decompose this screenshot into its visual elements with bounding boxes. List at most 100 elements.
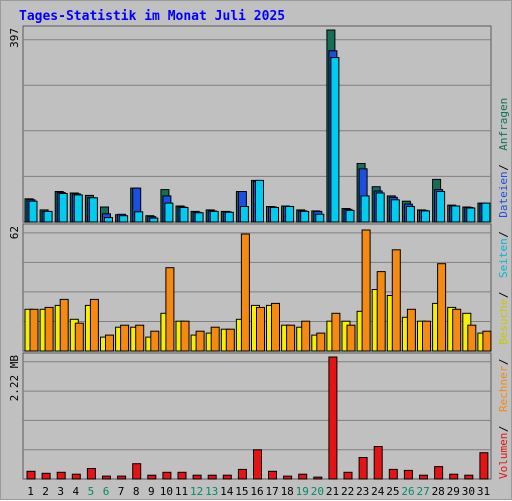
bar-volumen: [388, 468, 398, 480]
bar-seiten: [239, 206, 249, 223]
x-tick-label: 29: [447, 485, 460, 498]
legend-separator: /: [497, 291, 510, 298]
x-tick-label: 16: [250, 485, 263, 498]
x-tick-label: 3: [57, 485, 64, 498]
x-tick-label: 5: [88, 485, 95, 498]
x-tick-label: 1: [27, 485, 34, 498]
bar-seiten: [209, 210, 219, 223]
bar-rechner: [225, 328, 235, 352]
bar-seiten: [194, 212, 204, 223]
bar-seiten: [315, 213, 325, 223]
bar-rechner: [452, 308, 462, 352]
bar-seiten: [436, 191, 446, 223]
bar-seiten: [481, 202, 491, 223]
bar-rechner: [256, 306, 265, 352]
bar-volumen: [71, 473, 81, 480]
bar-rechner: [74, 322, 84, 352]
bar-rechner: [135, 324, 145, 352]
bar-volumen: [222, 474, 232, 480]
bar-rechner: [150, 330, 160, 352]
bar-rechner: [361, 229, 371, 352]
x-tick-label: 25: [386, 485, 399, 498]
bar-rechner: [165, 267, 175, 352]
bar-volumen: [26, 470, 36, 480]
bar-seiten: [179, 207, 189, 223]
legend-anfragen: Anfragen: [497, 98, 510, 151]
x-tick-label: 19: [296, 485, 309, 498]
bar-rechner: [482, 330, 492, 352]
bar-seiten: [270, 207, 279, 223]
bar-volumen: [328, 356, 338, 480]
legend-seiten: Seiten: [497, 238, 510, 278]
legend-separator: /: [497, 358, 510, 365]
bar-rechner: [210, 326, 220, 352]
bar-volumen: [117, 475, 127, 480]
chart-title: Tages-Statistik im Monat Juli 2025: [19, 9, 286, 24]
x-tick-label: 17: [265, 485, 278, 498]
bar-volumen: [313, 476, 323, 480]
x-tick-label: 2: [42, 485, 49, 498]
bar-rechner: [467, 324, 477, 352]
bar-rechner: [376, 271, 386, 352]
y-max-label-middle: 62: [8, 226, 21, 239]
y-max-label-bottom: 2.22 MB: [8, 355, 21, 402]
x-tick-label: 4: [72, 485, 79, 498]
bar-seiten: [375, 192, 385, 223]
x-tick-label: 9: [148, 485, 155, 498]
bar-volumen: [449, 473, 459, 480]
bar-seiten: [134, 211, 144, 223]
bar-volumen: [207, 474, 217, 480]
bar-volumen: [298, 473, 308, 480]
bar-rechner: [120, 324, 130, 352]
bar-rechner: [105, 334, 114, 352]
bar-volumen: [41, 472, 51, 480]
bar-volumen: [102, 475, 111, 480]
bar-seiten: [421, 210, 430, 223]
x-tick-label: 31: [477, 485, 490, 498]
bar-volumen: [434, 466, 444, 480]
x-tick-label: 13: [205, 485, 218, 498]
x-tick-label: 12: [190, 485, 203, 498]
x-tick-label: 24: [371, 485, 385, 498]
x-tick-label: 22: [341, 485, 354, 498]
bar-volumen: [253, 449, 262, 480]
bar-volumen: [86, 468, 96, 480]
legend-separator: /: [497, 231, 510, 238]
bar-volumen: [358, 457, 368, 480]
y-max-label-top: 397: [8, 28, 21, 48]
x-tick-label: 26: [401, 485, 414, 498]
legend-besuche: Besuche: [497, 299, 510, 345]
x-tick-label: 30: [462, 485, 475, 498]
bar-seiten: [119, 215, 129, 223]
bar-rechner: [195, 330, 205, 352]
bar-volumen: [464, 474, 474, 480]
bar-seiten: [285, 206, 295, 223]
bar-seiten: [104, 217, 113, 223]
x-tick-label: 21: [326, 485, 339, 498]
bar-rechner: [89, 298, 99, 352]
bar-rechner: [271, 302, 280, 352]
bar-seiten: [330, 57, 340, 223]
bar-seiten: [28, 200, 38, 223]
x-tick-label: 23: [356, 485, 369, 498]
x-tick-label: 28: [432, 485, 445, 498]
bar-seiten: [73, 194, 83, 223]
bar-volumen: [373, 446, 383, 480]
bar-seiten: [43, 210, 53, 223]
bar-rechner: [240, 233, 250, 352]
bar-volumen: [132, 463, 142, 480]
bar-volumen: [268, 470, 277, 480]
x-tick-label: 8: [133, 485, 140, 498]
legend-dateien: Dateien: [497, 171, 510, 217]
x-tick-label: 20: [311, 485, 324, 498]
bar-rechner: [346, 324, 356, 352]
x-tick-label: 15: [235, 485, 248, 498]
bar-seiten: [164, 202, 174, 223]
bar-rechner: [391, 249, 401, 352]
x-tick-label: 6: [103, 485, 110, 498]
bar-volumen: [419, 474, 428, 480]
x-tick-label: 27: [416, 485, 429, 498]
bar-volumen: [192, 474, 202, 480]
